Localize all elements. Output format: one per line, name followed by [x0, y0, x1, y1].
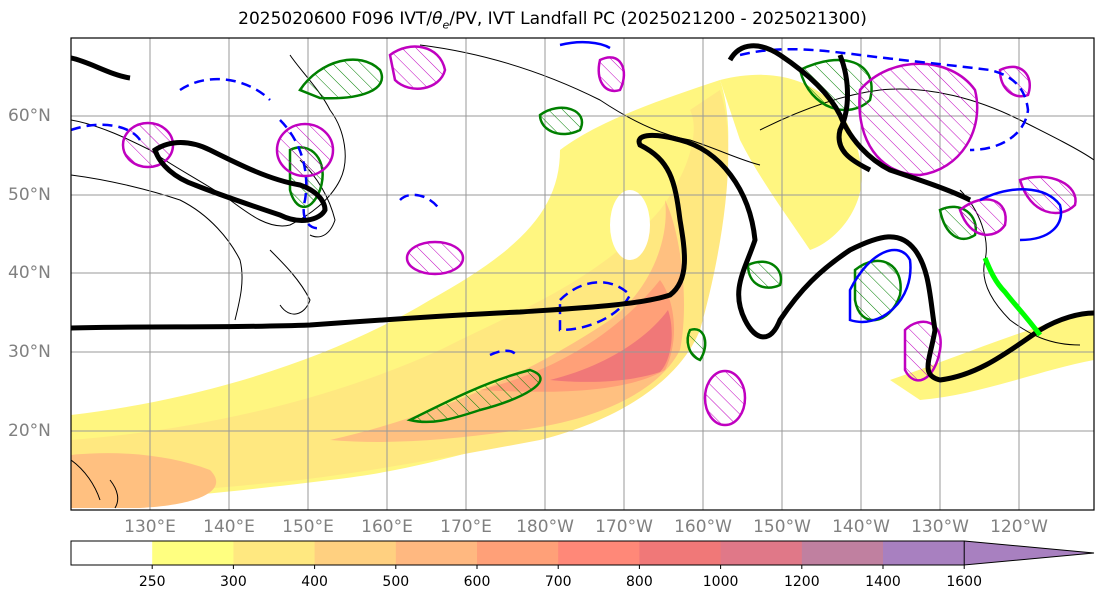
lon-label-150e: 150°E: [282, 517, 334, 537]
lon-label-130e: 130°E: [124, 517, 176, 537]
lat-label-60n: 60°N: [8, 106, 51, 126]
colorbar-tick-label: 500: [382, 574, 410, 590]
lon-label-170e: 170°E: [440, 517, 492, 537]
theta-e-contours: [71, 43, 1094, 383]
colorbar-segment: [883, 541, 965, 565]
lon-label-120w: 120°W: [990, 517, 1048, 537]
colorbar-segment: [233, 541, 316, 565]
lat-label-20n: 20°N: [8, 421, 51, 441]
lat-label-30n: 30°N: [8, 342, 51, 362]
lat-label-40n: 40°N: [8, 263, 51, 283]
colorbar-segment: [477, 541, 559, 565]
pv-blue-contours: [71, 40, 1063, 359]
colorbar-segment: [639, 541, 722, 565]
colorbar-segment: [558, 541, 640, 565]
ivt-landfall-line: [982, 257, 1042, 337]
colorbar-outline: [70, 540, 965, 566]
colorbar-tick-label: 1000: [702, 574, 739, 590]
lon-label-150w: 150°W: [753, 517, 811, 537]
colorbar-segment: [71, 541, 153, 565]
lon-label-180w: 180°W: [516, 517, 574, 537]
colorbar-segment: [395, 541, 478, 565]
lon-label-160e: 160°E: [361, 517, 413, 537]
map-plot-area: [71, 38, 1094, 510]
colorbar-segment: [801, 541, 884, 565]
pv-magenta-contours: [121, 45, 1077, 427]
colorbar-segment: [152, 541, 234, 565]
map-title: 2025020600 F096 IVT/θe/PV, IVT Landfall …: [238, 9, 867, 32]
colorbar-tick-label: 700: [544, 574, 572, 590]
colorbar-segment: [720, 541, 803, 565]
ivt-shading: [71, 74, 1094, 508]
colorbar-tick-label: 1400: [865, 574, 901, 590]
lat-label-50n: 50°N: [8, 185, 51, 205]
lon-label-140w: 140°W: [832, 517, 890, 537]
colorbar-tick-label: 1600: [946, 574, 983, 590]
colorbar-tick-label: 400: [301, 574, 328, 590]
colorbar: [70, 540, 1095, 569]
lon-label-130w: 130°W: [911, 517, 969, 537]
lon-label-160w: 160°W: [674, 517, 732, 537]
map-frame: [70, 37, 1095, 511]
lon-label-140e: 140°E: [203, 517, 255, 537]
colorbar-tick-label: 800: [626, 574, 653, 590]
colorbar-tick-label: 1200: [783, 574, 820, 590]
graticule: [71, 38, 1094, 510]
colorbar-tick-label: 600: [463, 574, 491, 590]
colorbar-tick-label: 250: [138, 574, 166, 590]
colorbar-extend-arrow: [963, 540, 1095, 566]
colorbar-segment: [314, 541, 397, 565]
colorbar-tick-label: 300: [220, 574, 247, 590]
lon-label-170w: 170°W: [595, 517, 653, 537]
coastlines: [71, 44, 1094, 509]
